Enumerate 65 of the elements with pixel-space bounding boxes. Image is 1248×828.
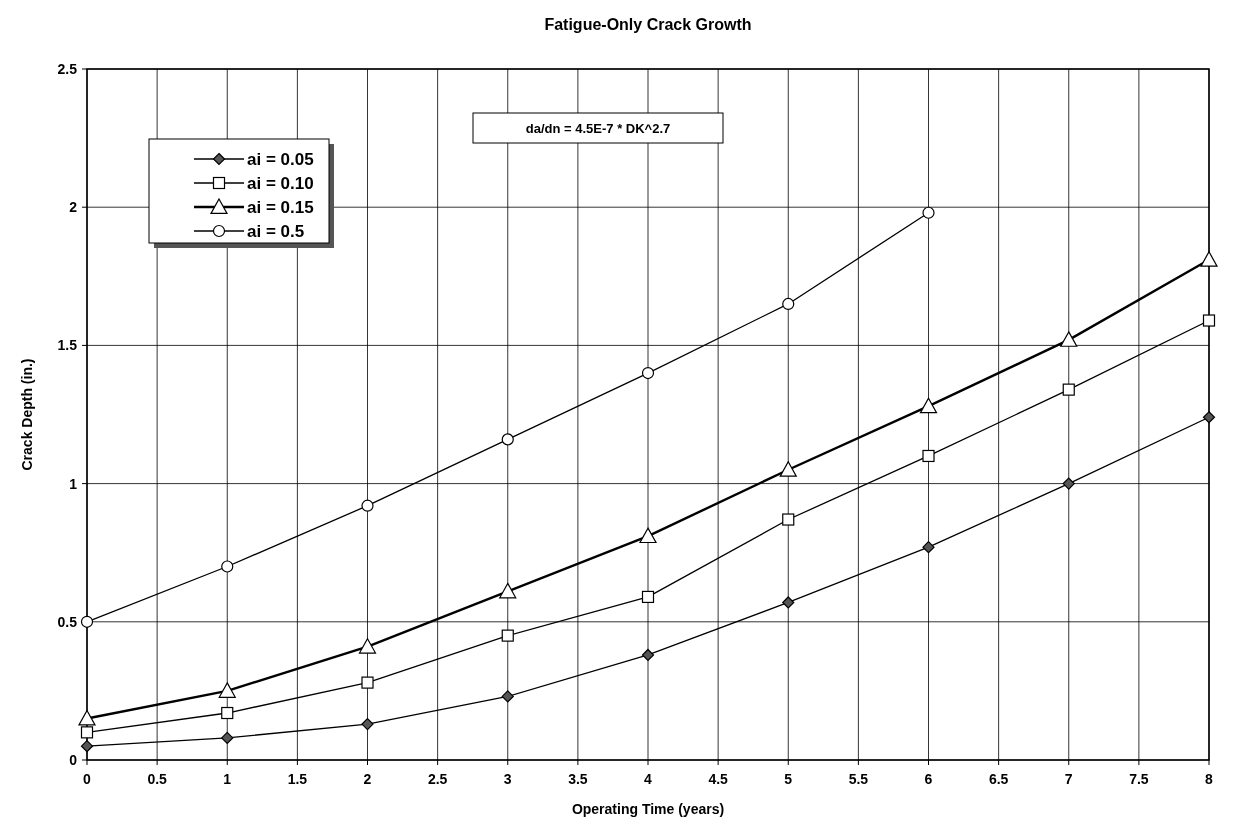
point	[361, 717, 374, 731]
point	[922, 206, 935, 219]
annotation: da/dn = 4.5E-7 * DK^2.7	[525, 121, 671, 136]
point	[1202, 411, 1216, 424]
point	[782, 513, 795, 526]
point	[361, 676, 374, 689]
point	[1062, 477, 1075, 490]
x-tick-label: 4.5	[708, 771, 729, 787]
legend-label: ai = 0.15	[247, 198, 314, 217]
x-tick-label: 3	[503, 771, 512, 787]
x-tick-label: 7	[1064, 771, 1073, 787]
point	[641, 366, 655, 380]
y-tick-label: 1	[69, 475, 78, 492]
x-tick-label: 0	[83, 771, 92, 787]
point	[922, 449, 935, 463]
y-tick-label: 0	[69, 752, 78, 768]
x-tick-label: 3.5	[568, 771, 588, 787]
point	[80, 615, 94, 628]
y-tick-label: 0.5	[57, 613, 78, 630]
point	[499, 582, 517, 599]
point	[641, 648, 655, 662]
x-tick-label: 2.5	[427, 771, 448, 787]
point	[78, 709, 96, 726]
point	[501, 629, 514, 642]
point	[779, 461, 797, 477]
x-tick-label: 6	[924, 771, 933, 787]
point	[1060, 331, 1078, 347]
point	[782, 297, 795, 311]
y-tick-label: 1.5	[57, 337, 78, 354]
x-tick-label: 2	[363, 771, 372, 787]
x-tick-label: 0.5	[147, 771, 168, 787]
point	[218, 682, 236, 698]
y-tick-label: 2	[69, 199, 78, 216]
x-tick-label: 7.5	[1129, 771, 1149, 787]
y-axis-title: Crack Depth (in.)	[19, 358, 35, 471]
point	[358, 638, 377, 654]
point	[639, 527, 657, 544]
point	[1062, 383, 1075, 396]
x-tick-label: 1	[223, 771, 232, 787]
x-tick-label: 1.5	[287, 771, 308, 787]
point	[641, 590, 655, 604]
point	[1202, 314, 1216, 327]
point	[501, 690, 514, 703]
x-tick-label: 5.5	[848, 771, 869, 787]
point	[361, 499, 374, 512]
x-tick-label: 5	[784, 771, 793, 787]
y-tick-label: 2.5	[57, 61, 78, 77]
x-axis-title: Operating Time (years)	[571, 801, 725, 817]
chart-title: Fatigue-Only Crack Growth	[544, 16, 752, 33]
point	[221, 731, 234, 744]
point	[80, 726, 94, 739]
point	[919, 397, 938, 414]
point	[1200, 251, 1218, 267]
legend-label: ai = 0.05	[247, 150, 314, 169]
point	[782, 596, 795, 609]
point	[221, 560, 234, 573]
point	[80, 740, 94, 753]
x-tick-label: 8	[1205, 771, 1214, 787]
point	[221, 706, 234, 720]
point	[922, 541, 935, 554]
point	[501, 433, 514, 446]
legend-label: ai = 0.5	[247, 222, 305, 241]
x-tick-label: 4	[644, 771, 653, 787]
x-tick-label: 6.5	[988, 771, 1009, 787]
legend-label: ai = 0.10	[247, 174, 314, 193]
